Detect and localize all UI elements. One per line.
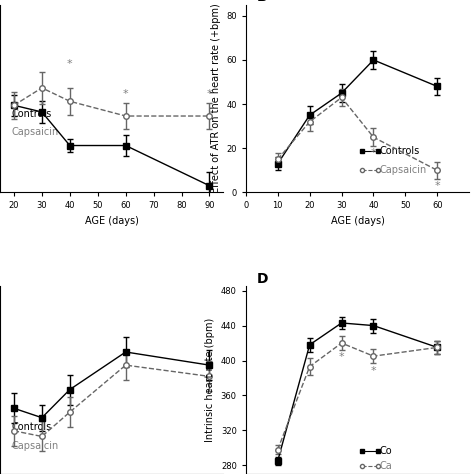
Text: *: *: [435, 182, 440, 191]
Text: Capsaicin: Capsaicin: [380, 165, 427, 175]
Text: Controls: Controls: [11, 109, 51, 118]
X-axis label: AGE (days): AGE (days): [85, 216, 139, 226]
Text: Ca: Ca: [380, 462, 392, 472]
Text: Capsaicin: Capsaicin: [11, 128, 58, 137]
Y-axis label: Effect of ATR on the heart rate (+bpm): Effect of ATR on the heart rate (+bpm): [210, 4, 220, 193]
Text: *: *: [207, 89, 212, 99]
Text: D: D: [257, 272, 268, 285]
Text: *: *: [371, 148, 376, 158]
Text: *: *: [339, 352, 345, 362]
Text: Capsaicin: Capsaicin: [11, 441, 58, 451]
Text: *: *: [123, 89, 128, 99]
Text: *: *: [371, 366, 376, 376]
Text: Controls: Controls: [380, 146, 420, 156]
Y-axis label: Intrinsic heart rate (bpm): Intrinsic heart rate (bpm): [205, 318, 215, 442]
Text: Co: Co: [380, 447, 392, 456]
X-axis label: AGE (days): AGE (days): [330, 216, 384, 226]
Text: Controls: Controls: [11, 422, 51, 432]
Text: *: *: [67, 59, 73, 69]
Text: B: B: [257, 0, 268, 4]
